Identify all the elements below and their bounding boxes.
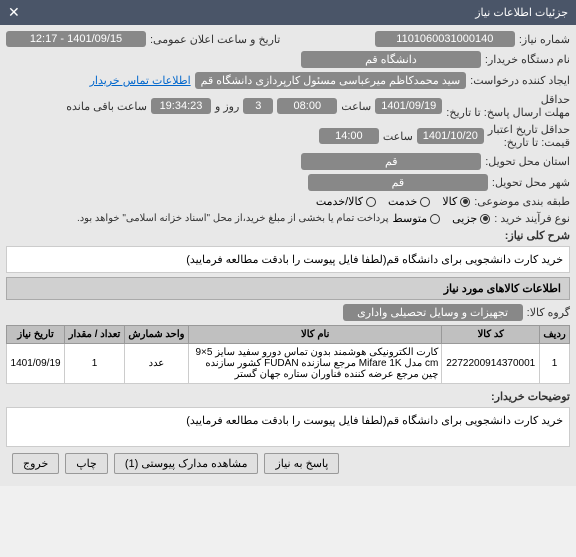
desc-label: شرح کلی نیاز: [505, 229, 570, 242]
deadline-date: 1401/09/19 [375, 98, 442, 114]
radio-goods-label: کالا [442, 195, 457, 208]
datetime-label: تاریخ و ساعت اعلان عمومی: [150, 33, 280, 46]
col-2: نام کالا [189, 326, 442, 344]
col-3: واحد شمارش [124, 326, 188, 344]
radio-proc-all-label: جزیی [452, 212, 477, 225]
deadline-label: حداقل مهلت ارسال پاسخ: تا تاریخ: [446, 93, 570, 119]
category-label: طبقه بندی موضوعی: [474, 195, 570, 208]
need-number-label: شماره نیاز: [519, 33, 570, 46]
province-value: قم [301, 153, 481, 170]
radio-proc-partial-label: متوسط [393, 212, 428, 225]
cell-0-5: 1401/09/19 [7, 344, 65, 384]
col-4: تعداد / مقدار [65, 326, 125, 344]
province-label: استان محل تحویل: [485, 155, 570, 168]
validity-label: حداقل تاریخ اعتبار قیمت: تا تاریخ: [488, 123, 570, 149]
radio-both-label: کالا/خدمت [316, 195, 363, 208]
exit-button[interactable]: خروج [12, 453, 59, 474]
time-label-2: ساعت [383, 130, 413, 143]
items-section-header: اطلاعات کالاهای مورد نیاز [6, 277, 570, 300]
radio-goods-icon [460, 197, 470, 207]
items-table: ردیف کد کالا نام کالا واحد شمارش تعداد /… [6, 325, 570, 384]
radio-proc-partial-icon [430, 214, 440, 224]
group-value: تجهیزات و وسایل تحصیلی واداری [343, 304, 523, 321]
col-1: کد کالا [442, 326, 540, 344]
radio-service-label: خدمت [388, 195, 417, 208]
remaining-time: 19:34:23 [151, 98, 211, 114]
close-icon[interactable]: ✕ [8, 4, 20, 21]
category-radio-group: کالا خدمت کالا/خدمت [316, 195, 470, 208]
print-button[interactable]: چاپ [65, 453, 108, 474]
days-value: 3 [243, 98, 273, 114]
requester-label: ایجاد کننده درخواست: [470, 74, 570, 87]
header-title: جزئیات اطلاعات نیاز [475, 6, 568, 19]
remaining-label: ساعت باقی مانده [66, 100, 147, 113]
cell-0-1: 2272200914370001 [442, 344, 540, 384]
cell-0-0: 1 [540, 344, 570, 384]
desc-box: خرید کارت دانشجویی برای دانشگاه قم(لطفا … [6, 246, 570, 273]
radio-proc-all[interactable]: جزیی [452, 212, 490, 225]
table-row: 1 2272200914370001 کارت الکترونیکی هوشمن… [7, 344, 570, 384]
time-label-1: ساعت [341, 100, 371, 113]
cell-0-3: عدد [124, 344, 188, 384]
header-bar: جزئیات اطلاعات نیاز ✕ [0, 0, 576, 25]
col-5: تاریخ نیاز [7, 326, 65, 344]
city-label: شهر محل تحویل: [492, 176, 570, 189]
cell-0-2: کارت الکترونیکی هوشمند بدون تماس دورو سف… [189, 344, 442, 384]
datetime-value: 1401/09/15 - 12:17 [6, 31, 146, 47]
radio-both[interactable]: کالا/خدمت [316, 195, 376, 208]
need-number-value: 1101060031000140 [375, 31, 515, 47]
payment-note: پرداخت تمام یا بخشی از مبلغ خرید،از محل … [77, 213, 389, 224]
buyer-label: نام دستگاه خریدار: [485, 53, 570, 66]
reply-button[interactable]: پاسخ به نیاز [264, 453, 339, 474]
radio-proc-all-icon [480, 214, 490, 224]
notes-textarea[interactable]: خرید کارت دانشجویی برای دانشگاه قم(لطفا … [6, 407, 570, 447]
col-0: ردیف [540, 326, 570, 344]
radio-service-icon [420, 197, 430, 207]
radio-proc-partial[interactable]: متوسط [393, 212, 441, 225]
attachments-button[interactable]: مشاهده مدارک پیوستی (1) [114, 453, 259, 474]
buyer-value: دانشگاه قم [301, 51, 481, 68]
notes-label: توضیحات خریدار: [491, 390, 570, 403]
city-value: قم [308, 174, 488, 191]
process-radio-group: جزیی متوسط [393, 212, 491, 225]
radio-service[interactable]: خدمت [388, 195, 430, 208]
radio-both-icon [366, 197, 376, 207]
validity-date: 1401/10/20 [417, 128, 484, 144]
validity-time: 14:00 [319, 128, 379, 144]
deadline-time: 08:00 [277, 98, 337, 114]
radio-goods[interactable]: کالا [442, 195, 470, 208]
contact-link[interactable]: اطلاعات تماس خریدار [90, 74, 191, 87]
requester-value: سید محمدکاظم میرعباسی مسئول کارپردازی دا… [195, 72, 467, 89]
process-label: نوع فرآیند خرید : [494, 212, 570, 225]
days-label: روز و [215, 100, 239, 113]
cell-0-4: 1 [65, 344, 125, 384]
group-label: گروه کالا: [527, 306, 570, 319]
